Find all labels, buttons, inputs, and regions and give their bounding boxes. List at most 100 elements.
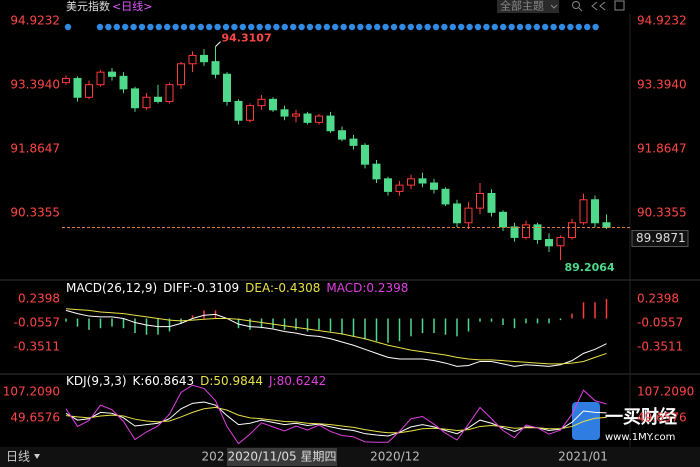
candle-body (349, 138, 358, 146)
event-dot (206, 23, 213, 31)
event-dot (399, 23, 406, 31)
legend-value: 80.6242 (277, 374, 327, 388)
event-dot (222, 23, 230, 31)
event-dot (533, 23, 540, 31)
event-dot (575, 23, 582, 31)
event-dot (416, 23, 423, 31)
candle-body (453, 203, 461, 224)
event-dot (340, 23, 347, 31)
y-tick-label-right: 90.3355 (637, 205, 687, 219)
x-tick-label: 2021/01 (558, 450, 608, 464)
legend-name: DIFF: (163, 281, 193, 295)
event-dot (458, 23, 465, 31)
candle-body (108, 71, 116, 77)
legend-value: -0.3109 (193, 281, 239, 295)
candle-body (476, 192, 484, 209)
event-dot (164, 23, 171, 31)
line (65, 308, 607, 365)
high-pointer (215, 41, 221, 47)
y-tick-label-right: 93.3940 (637, 77, 687, 91)
event-dot (105, 23, 112, 31)
event-dot (113, 23, 121, 31)
candle-body (234, 100, 243, 121)
event-dot (550, 23, 557, 31)
low-annotation: 89.2064 (565, 261, 615, 274)
last-price-box (631, 229, 689, 247)
event-dot (323, 23, 330, 31)
event-dot (542, 23, 549, 31)
candle-body (384, 178, 392, 192)
event-dot (374, 23, 381, 31)
legend-value: 60.8643 (144, 374, 194, 388)
y-tick-label: 0.2398 (18, 292, 60, 306)
candle-body (395, 184, 404, 192)
candle-body (269, 98, 277, 111)
event-dot (508, 23, 515, 31)
event-dot (466, 23, 473, 31)
event-dot (365, 23, 372, 31)
y-tick-label: 90.3355 (10, 205, 60, 219)
event-dot (273, 23, 280, 31)
candle-body (85, 84, 93, 98)
y-tick-label-right: 91.8647 (637, 141, 687, 155)
candle-body (556, 236, 565, 247)
event-dot (483, 23, 490, 31)
legend-name: D: (200, 374, 213, 388)
event-dot (231, 23, 238, 31)
event-dot (248, 23, 255, 31)
event-dot (189, 23, 196, 31)
footer-bar (0, 447, 700, 467)
y-tick-label-right: 107.2090 (637, 384, 694, 398)
event-dot (432, 23, 440, 31)
event-dot (558, 23, 566, 31)
event-dot (172, 23, 179, 31)
event-dot (516, 23, 524, 31)
line (65, 401, 607, 437)
legend: MACD(26,12,9) DIFF:-0.3109 DEA:-0.4308 MACD… (66, 281, 408, 295)
y-tick-label: 94.9232 (10, 13, 60, 27)
candle-body (246, 105, 254, 121)
y-tick-label-right: 94.9232 (637, 13, 687, 27)
event-dot (155, 23, 162, 31)
candle-body (430, 182, 438, 190)
candle-body (522, 224, 530, 238)
candle-body (407, 178, 415, 186)
candle-body (326, 115, 335, 132)
candle-body (372, 163, 381, 180)
x-tick-label: 202 (202, 450, 225, 464)
candle-body (545, 239, 553, 247)
event-dot (424, 23, 431, 31)
candle-body (315, 115, 323, 123)
event-dot (441, 23, 448, 31)
last-price-label: 89.9871 (636, 231, 686, 245)
theme-button-bg[interactable] (497, 0, 559, 13)
event-dot (239, 23, 246, 31)
y-tick-label: -0.3511 (14, 339, 60, 353)
period-link[interactable]: <日线> (112, 0, 152, 13)
event-dot (96, 23, 104, 31)
candle-body (464, 207, 473, 224)
tab-arrow (34, 454, 40, 459)
event-dot (197, 23, 204, 31)
candle-body (211, 61, 220, 75)
candle-body (441, 188, 450, 205)
candle-body (131, 88, 139, 109)
candle-body (73, 77, 82, 98)
candle-body (200, 54, 208, 63)
theme-button[interactable]: 全部主题 (500, 0, 544, 13)
legend-name: MACD: (326, 281, 366, 295)
event-dot (147, 23, 154, 31)
event-dot (390, 23, 398, 31)
candle-body (361, 144, 369, 165)
period-tab[interactable]: 日线 (6, 450, 30, 464)
event-dot (592, 23, 599, 31)
candle-body (303, 113, 312, 123)
toolbar-icons[interactable] (572, 0, 625, 12)
event-dot (382, 23, 389, 31)
legend-title: MACD(26,12,9) (66, 281, 157, 295)
candle-body (533, 224, 542, 241)
y-tick-label: -0.0557 (14, 316, 60, 330)
crosshair-date-box (227, 448, 337, 466)
event-dot (214, 23, 221, 31)
